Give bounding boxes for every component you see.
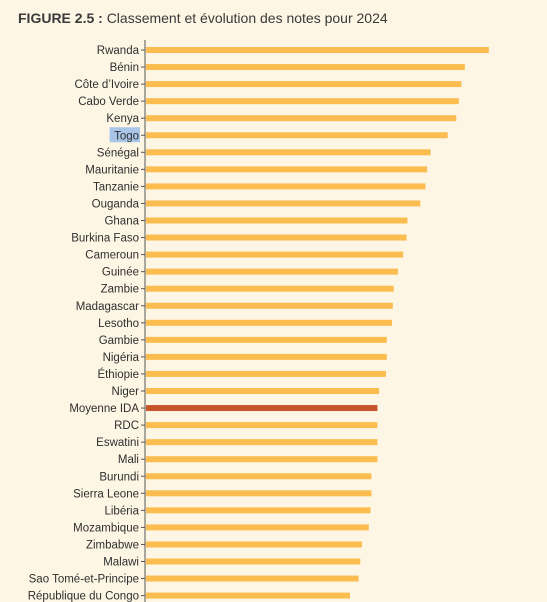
bar [146, 473, 372, 480]
bar [146, 81, 462, 88]
bar [146, 132, 448, 139]
bar [146, 490, 372, 497]
figure-title-text: Classement et évolution des notes pour 2… [106, 10, 388, 26]
category-label: Nigéria [103, 352, 140, 364]
bar [146, 319, 392, 326]
bar [146, 592, 350, 599]
bar [146, 422, 378, 429]
category-label: Sierra Leone [73, 488, 139, 500]
bar [146, 183, 426, 190]
bar [146, 149, 431, 156]
category-label: Cameroun [85, 250, 139, 262]
bar [146, 251, 404, 258]
category-label: Guinée [102, 267, 139, 279]
figure-header: FIGURE 2.5 : Classement et évolution des… [0, 0, 547, 36]
category-label: Niger [112, 386, 140, 398]
category-label: Gambie [99, 335, 139, 347]
bar [146, 439, 378, 446]
category-label: Sao Tomé-et-Principe [29, 574, 139, 586]
bar [146, 166, 428, 173]
category-label: Libéria [104, 505, 139, 517]
category-label: Moyenne IDA [69, 403, 139, 415]
bar [146, 456, 378, 463]
category-label: Tanzanie [93, 181, 139, 193]
bar-chart: Rwanda Bénin Côte d’Ivoire Cabo Verde Kenya T… [28, 40, 489, 602]
category-label: Côte d’Ivoire [74, 79, 139, 91]
bar [146, 268, 398, 275]
category-label: Mauritanie [85, 164, 139, 176]
category-label: Zambie [101, 284, 139, 296]
category-label: Éthiopie [97, 368, 139, 381]
bar [146, 558, 361, 565]
bar [146, 64, 465, 71]
figure-number: FIGURE 2.5 : [18, 10, 103, 26]
category-label: Burkina Faso [71, 233, 139, 245]
category-label: Mozambique [73, 522, 139, 534]
bar [146, 47, 489, 53]
bar [146, 388, 380, 394]
category-label: Lesotho [98, 318, 139, 330]
bar [146, 302, 393, 309]
bar [146, 353, 387, 360]
bar [146, 234, 407, 241]
bar [146, 524, 369, 531]
bar [146, 98, 459, 105]
category-label: Zimbabwe [86, 539, 139, 551]
category-label: Malawi [103, 557, 139, 569]
selected-label-highlight [109, 127, 140, 143]
bar [146, 507, 371, 514]
category-label: Ghana [104, 216, 139, 228]
category-label: Madagascar [76, 301, 139, 313]
bar [146, 200, 421, 207]
category-label: République du Congo [28, 591, 139, 602]
category-label: Eswatini [96, 437, 139, 449]
category-label: Ouganda [92, 198, 140, 210]
category-label: Togo [114, 130, 139, 142]
category-label: Mali [118, 454, 139, 466]
category-label: RDC [114, 420, 139, 432]
bar [146, 336, 387, 343]
category-label: Rwanda [97, 45, 140, 57]
highlight-bar [146, 405, 378, 412]
bar [146, 541, 362, 548]
bar [146, 285, 394, 292]
category-label: Sénégal [97, 147, 139, 159]
figure-title: FIGURE 2.5 : Classement et évolution des… [18, 10, 388, 26]
category-label: Burundi [99, 471, 139, 483]
bar [146, 115, 457, 122]
category-label: Cabo Verde [78, 96, 139, 108]
bar [146, 217, 408, 224]
bar [146, 370, 386, 377]
bar [146, 575, 359, 582]
category-label: Kenya [106, 113, 139, 125]
category-label: Bénin [110, 62, 139, 74]
